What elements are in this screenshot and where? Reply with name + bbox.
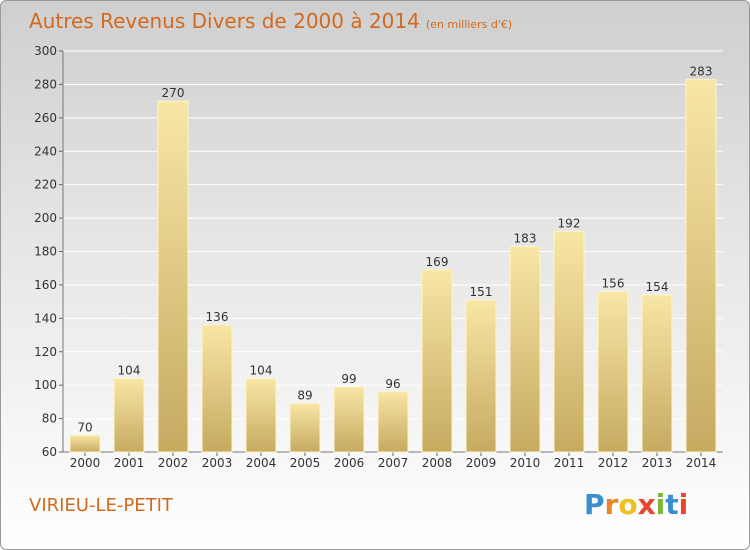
bar-2010 bbox=[509, 245, 541, 453]
y-tick-label: 240 bbox=[34, 144, 57, 158]
data-label: 270 bbox=[162, 86, 185, 100]
data-label: 136 bbox=[206, 310, 229, 324]
data-label: 70 bbox=[77, 420, 92, 434]
bar-2003 bbox=[201, 324, 233, 453]
x-tick-label: 2009 bbox=[466, 456, 497, 470]
y-tick-label: 260 bbox=[34, 111, 57, 125]
bar-2000 bbox=[69, 434, 101, 453]
logo-letter: t bbox=[665, 488, 679, 521]
y-tick-label: 80 bbox=[42, 412, 57, 426]
y-tick-label: 220 bbox=[34, 178, 57, 192]
bar-2002 bbox=[157, 100, 189, 453]
y-tick-labels: 60 80 100 120 140 160 180 200 220 240 260 280 300 bbox=[34, 44, 57, 459]
chart-title: Autres Revenus Divers de 2000 à 2014 (en … bbox=[29, 9, 512, 33]
x-tick-label: 2004 bbox=[246, 456, 277, 470]
data-label: 104 bbox=[118, 363, 141, 377]
y-tick-label: 160 bbox=[34, 278, 57, 292]
bar-2007 bbox=[377, 391, 409, 453]
x-tick-label: 2006 bbox=[334, 456, 365, 470]
bar-2014 bbox=[685, 78, 717, 453]
bar-2004 bbox=[245, 377, 277, 453]
bar-2013 bbox=[641, 294, 673, 453]
bar-2001 bbox=[113, 377, 145, 453]
x-tick-label: 2000 bbox=[70, 456, 101, 470]
x-tick-label: 2011 bbox=[554, 456, 585, 470]
bar-2008 bbox=[421, 269, 453, 453]
logo-letter: i bbox=[678, 488, 689, 521]
bar-2011 bbox=[553, 230, 585, 453]
data-label: 99 bbox=[341, 372, 356, 386]
x-tick-label: 2010 bbox=[510, 456, 541, 470]
bars bbox=[69, 78, 717, 453]
chart-title-main: Autres Revenus Divers de 2000 à 2014 bbox=[29, 9, 420, 33]
logo-letter: r bbox=[604, 488, 619, 521]
y-tick-label: 200 bbox=[34, 211, 57, 225]
x-tick-label: 2013 bbox=[642, 456, 673, 470]
chart-title-unit: (en milliers d'€) bbox=[425, 18, 513, 31]
x-tick-label: 2008 bbox=[422, 456, 453, 470]
data-label: 283 bbox=[690, 64, 713, 78]
bar-2005 bbox=[289, 403, 321, 453]
logo-letter: x bbox=[637, 488, 656, 521]
logo-letter: o bbox=[618, 488, 638, 521]
x-tick-label: 2012 bbox=[598, 456, 629, 470]
x-tick-label: 2007 bbox=[378, 456, 409, 470]
data-label: 183 bbox=[514, 231, 537, 245]
x-tick-label: 2001 bbox=[114, 456, 145, 470]
x-tick-label: 2002 bbox=[158, 456, 189, 470]
data-label: 192 bbox=[558, 216, 581, 230]
data-label: 154 bbox=[646, 280, 669, 294]
y-tick-label: 120 bbox=[34, 345, 57, 359]
data-label: 96 bbox=[385, 377, 400, 391]
data-label: 89 bbox=[297, 389, 312, 403]
x-tick-label: 2005 bbox=[290, 456, 321, 470]
y-tick-label: 280 bbox=[34, 77, 57, 91]
y-tick-label: 140 bbox=[34, 311, 57, 325]
x-tick-label: 2003 bbox=[202, 456, 233, 470]
bar-2006 bbox=[333, 386, 365, 453]
data-label: 169 bbox=[426, 255, 449, 269]
x-tick-labels: 2000 2001 2002 2003 2004 2005 2006 2007 2008 2009… bbox=[70, 456, 717, 470]
y-tick-label: 180 bbox=[34, 245, 57, 259]
y-tick-label: 300 bbox=[34, 44, 57, 58]
y-tick-label: 60 bbox=[42, 445, 57, 459]
y-tick-label: 100 bbox=[34, 378, 57, 392]
logo-letter: i bbox=[655, 488, 666, 521]
data-label: 104 bbox=[250, 363, 273, 377]
proxiti-logo: Proxiti bbox=[584, 488, 688, 521]
bar-2009 bbox=[465, 299, 497, 453]
logo-letter: P bbox=[584, 488, 605, 521]
data-label: 156 bbox=[602, 277, 625, 291]
place-name: VIRIEU-LE-PETIT bbox=[29, 495, 173, 516]
data-labels: 70 104 270 136 104 89 99 96 169 151 183 192 156 154 28… bbox=[77, 64, 712, 434]
bar-2012 bbox=[597, 291, 629, 453]
x-tick-label: 2014 bbox=[686, 456, 717, 470]
data-label: 151 bbox=[470, 285, 493, 299]
